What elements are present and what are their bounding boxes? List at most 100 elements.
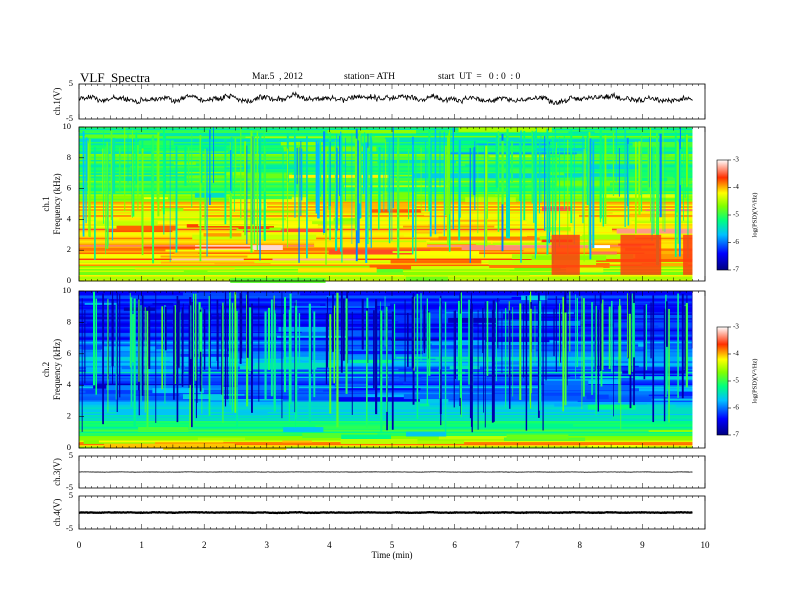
impulse-streak	[164, 306, 167, 351]
impulse-streak	[264, 145, 266, 192]
impulse-streak	[89, 138, 91, 238]
impulse-streak	[336, 147, 338, 231]
panel-ch.3(V): 5 -5 ch.3(V)	[52, 450, 706, 492]
impulse-streak	[239, 293, 242, 364]
spectral-band	[79, 346, 693, 349]
impulse-streak	[300, 148, 303, 201]
impulse-streak	[449, 129, 450, 215]
impulse-streak	[264, 311, 267, 400]
spectral-patch	[377, 159, 456, 164]
impulse-streak	[204, 148, 206, 230]
spectral-band	[79, 236, 693, 239]
impulse-streak	[224, 138, 227, 225]
spectral-patch	[616, 361, 693, 364]
impulse-streak	[229, 292, 231, 406]
impulse-streak	[416, 293, 419, 419]
impulse-streak	[294, 302, 296, 413]
y-tick-label: -5	[66, 482, 73, 492]
spectral-band	[79, 233, 693, 236]
spectral-patch	[229, 197, 308, 203]
spectral-patch	[646, 155, 693, 158]
impulse-streak	[161, 306, 163, 390]
spectral-band	[79, 255, 693, 258]
impulse-streak	[208, 296, 210, 385]
impulse-streak	[458, 139, 461, 218]
impulse-streak	[523, 143, 525, 186]
impulse-streak	[105, 147, 106, 255]
spectral-patch	[513, 182, 564, 185]
impulse-streak	[486, 301, 489, 376]
spectral-patch	[486, 374, 571, 377]
impulse-streak	[230, 137, 233, 194]
spectral-patch	[584, 164, 639, 170]
spectral-patch	[390, 260, 482, 264]
spectral-band	[79, 382, 693, 385]
spectral-band	[79, 355, 693, 358]
spectral-patch	[535, 147, 587, 152]
impulse-streak	[597, 309, 600, 412]
spectral-band	[79, 272, 693, 274]
impulse-streak	[506, 128, 509, 198]
impulse-streak	[471, 303, 473, 433]
impulse-streak	[420, 147, 422, 212]
impulse-streak	[156, 141, 158, 203]
impulse-streak	[443, 131, 445, 237]
impulse-streak	[542, 306, 544, 431]
impulse-streak	[454, 310, 456, 379]
impulse-streak	[244, 141, 247, 236]
spectral-patch	[101, 349, 227, 352]
impulse-streak	[656, 133, 658, 265]
impulse-streak	[392, 127, 394, 209]
impulse-streak	[391, 311, 394, 430]
spectral-patch	[364, 359, 501, 362]
spectral-band	[79, 132, 693, 135]
spectral-patch	[165, 249, 255, 252]
impulse-streak	[556, 142, 557, 185]
spectral-patch	[403, 234, 528, 237]
spectral-patch	[161, 207, 184, 212]
colorbar-tick-label: -3	[733, 156, 739, 164]
no-data-region	[692, 291, 705, 448]
impulse-streak	[619, 299, 621, 359]
impulse-streak	[341, 137, 343, 263]
spectral-band	[79, 311, 693, 314]
spectral-patch	[447, 213, 580, 218]
impulse-streak	[428, 127, 431, 212]
impulse-streak	[631, 293, 633, 373]
impulse-streak	[387, 144, 389, 212]
impulse-streak	[485, 145, 488, 247]
spectral-patch	[412, 173, 551, 179]
impulse-streak	[589, 138, 592, 260]
spectral-patch	[565, 267, 604, 273]
spectral-patch	[215, 132, 262, 137]
impulse-streak	[357, 140, 360, 244]
impulse-streak	[351, 133, 353, 244]
spectral-patch	[84, 302, 118, 305]
impulse-streak	[599, 127, 602, 219]
impulse-streak	[152, 135, 155, 264]
spectral-band	[79, 415, 693, 417]
spectral-patch	[535, 349, 646, 352]
impulse-streak	[298, 142, 300, 228]
spectral-patch	[197, 382, 239, 388]
impulse-streak	[470, 292, 472, 427]
spectral-band	[79, 406, 693, 409]
spectral-patch	[152, 302, 174, 305]
impulse-streak	[628, 313, 631, 375]
impulse-streak	[173, 306, 175, 400]
spectral-band	[79, 128, 693, 131]
spectral-band	[79, 273, 693, 276]
colorbar-label: log(PSD)(V²/Hz)	[751, 193, 758, 238]
spectral-band	[79, 379, 693, 382]
start-ut-label: start UT = 0 : 0 : 0	[438, 72, 521, 82]
spectral-band	[79, 258, 693, 261]
spectral-band	[79, 316, 693, 319]
spectral-patch	[340, 137, 386, 143]
spectral-patch	[142, 246, 253, 249]
impulse-streak	[209, 293, 211, 368]
impulse-streak	[525, 296, 528, 431]
spectral-patch	[588, 445, 644, 447]
spectral-band	[79, 310, 693, 313]
impulse-streak	[638, 141, 641, 216]
spectral-patch	[346, 162, 466, 167]
